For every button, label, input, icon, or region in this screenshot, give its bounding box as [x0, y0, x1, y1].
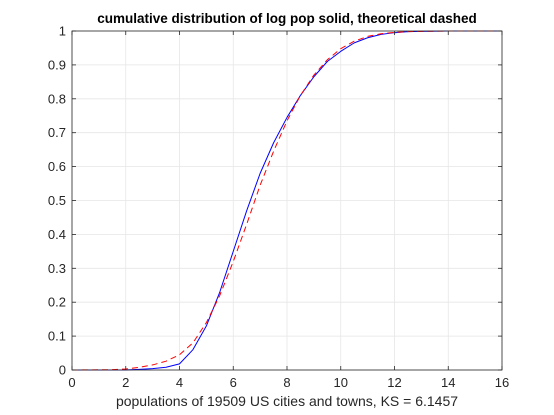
x-tick-label: 4 [176, 375, 183, 390]
y-tick-label: 0.7 [48, 125, 66, 140]
series-group [71, 30, 502, 371]
theoretical-cdf-line [71, 30, 502, 371]
x-tick-label: 6 [230, 375, 237, 390]
x-tick-label: 8 [283, 375, 290, 390]
y-tick-label: 1 [59, 24, 66, 39]
y-tick-label: 0.8 [48, 91, 66, 106]
y-tick-label: 0.2 [48, 295, 66, 310]
y-tick-label: 0.5 [48, 193, 66, 208]
y-tick-label: 0.4 [48, 227, 66, 242]
y-tick-label: 0.6 [48, 159, 66, 174]
x-tick-labels: 0 2 4 6 8 10 12 14 16 [68, 375, 509, 390]
x-tick-label: 2 [122, 375, 129, 390]
y-tick-label: 0.9 [48, 57, 66, 72]
x-tick-label: 0 [68, 375, 75, 390]
y-tick-label: 0.1 [48, 329, 66, 344]
ticks [71, 30, 503, 371]
x-tick-label: 16 [495, 375, 509, 390]
y-tick-labels: 0 0.1 0.2 0.3 0.4 0.5 0.6 0.7 0.8 0.9 1 [48, 24, 66, 378]
x-tick-label: 12 [387, 375, 401, 390]
y-tick-label: 0 [59, 363, 66, 378]
x-tick-label: 10 [334, 375, 348, 390]
chart-title: cumulative distribution of log pop solid… [97, 11, 477, 26]
x-tick-label: 14 [441, 375, 455, 390]
y-tick-label: 0.3 [48, 261, 66, 276]
x-axis-label: populations of 19509 US cities and towns… [116, 393, 458, 409]
